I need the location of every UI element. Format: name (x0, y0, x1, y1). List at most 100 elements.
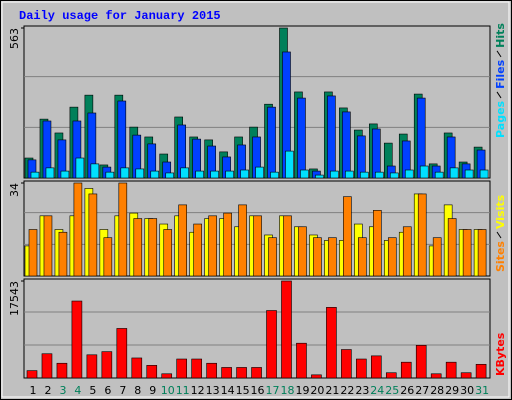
legend-separator (496, 91, 502, 99)
bar (71, 300, 83, 379)
bar (298, 226, 307, 277)
bar (341, 349, 352, 379)
legend-label: Sites (494, 241, 507, 272)
x-tick-label: 19 (295, 384, 309, 397)
bar (101, 351, 113, 379)
bar (240, 169, 249, 179)
x-tick-label: 25 (385, 384, 399, 397)
bar (477, 229, 487, 277)
bar (56, 362, 68, 379)
bar (268, 237, 277, 277)
x-tick-label: 8 (134, 384, 141, 397)
legend-label: KBytes (494, 332, 507, 376)
bar (373, 210, 382, 277)
bar (193, 223, 202, 277)
bar (327, 95, 336, 179)
bar (415, 345, 427, 379)
bar (90, 163, 100, 179)
bar (43, 215, 53, 277)
bar (375, 171, 384, 179)
x-tick-label: 10 (161, 384, 175, 397)
bar (131, 357, 143, 379)
bar (330, 170, 339, 179)
bar (75, 157, 85, 179)
bar (176, 358, 187, 379)
bar (251, 367, 262, 379)
bar (208, 215, 217, 277)
bar (28, 229, 38, 277)
x-tick-label: 27 (415, 384, 429, 397)
bar (285, 150, 294, 179)
bar (445, 361, 457, 379)
bar (266, 310, 277, 379)
bar (358, 237, 367, 277)
bar (297, 97, 306, 179)
bar (449, 167, 459, 179)
legend-separator (496, 50, 502, 58)
bar (253, 215, 262, 277)
bar (118, 182, 128, 277)
bar (296, 342, 307, 379)
bar (150, 170, 160, 179)
bar (255, 166, 264, 179)
bar (30, 171, 40, 179)
bar (460, 372, 472, 379)
bar (372, 128, 381, 179)
bar (45, 167, 55, 179)
bar (434, 171, 444, 179)
bar (387, 237, 397, 277)
bar (270, 171, 279, 179)
bar (404, 169, 414, 179)
bar (447, 218, 457, 277)
bar (86, 354, 98, 379)
x-tick-label: 16 (251, 384, 265, 397)
bar (120, 167, 130, 179)
legend-label: Pages (494, 100, 507, 138)
legend-label: Hits (494, 23, 507, 48)
bar (165, 172, 175, 179)
y-tick-label: 563 (8, 28, 21, 49)
x-tick-label: 7 (119, 384, 126, 397)
bar (60, 170, 70, 179)
bar (479, 169, 489, 179)
bar (462, 229, 472, 277)
x-tick-label: 31 (475, 384, 489, 397)
bar (389, 172, 399, 179)
legend-label: Files (494, 59, 507, 89)
bar (464, 169, 474, 179)
bar (342, 111, 351, 179)
x-tick-label: 3 (59, 384, 66, 397)
x-tick-label: 6 (104, 384, 111, 397)
bar (356, 358, 367, 379)
bar (178, 204, 187, 277)
bar (315, 174, 324, 179)
bar (300, 169, 309, 179)
bar (225, 170, 234, 179)
bar (430, 373, 442, 379)
x-tick-label: 18 (280, 384, 294, 397)
x-tick-label: 17 (266, 384, 280, 397)
bar (41, 353, 53, 379)
x-tick-label: 5 (89, 384, 96, 397)
x-tick-label: 29 (445, 384, 459, 397)
bar (475, 363, 487, 379)
bar (133, 218, 143, 277)
x-tick-label: 15 (236, 384, 250, 397)
x-tick-label: 21 (325, 384, 339, 397)
legend-separator (496, 231, 502, 239)
bar (281, 280, 292, 379)
x-tick-label: 24 (370, 384, 384, 397)
bar (117, 100, 127, 179)
bar (402, 226, 412, 277)
bar (26, 370, 38, 379)
x-tick-label: 20 (310, 384, 324, 397)
bar (371, 355, 382, 379)
bar (88, 193, 98, 277)
legend-label: Visits (494, 194, 507, 229)
bar (163, 229, 173, 277)
bar (419, 165, 429, 179)
x-tick-label: 9 (149, 384, 156, 397)
bar (326, 307, 337, 379)
